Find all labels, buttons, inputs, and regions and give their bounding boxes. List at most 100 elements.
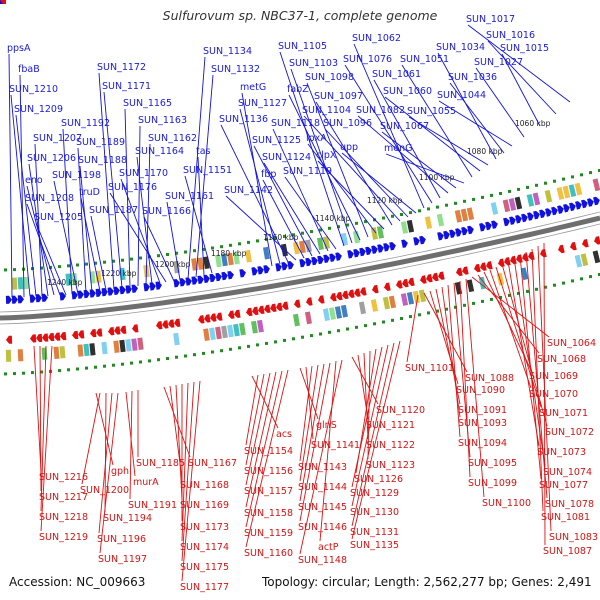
- reverse-gene-label[interactable]: SUN_1191: [128, 500, 177, 511]
- reverse-gene-label[interactable]: SUN_1154: [244, 446, 293, 457]
- forward-gene-label[interactable]: SUN_1119: [283, 166, 332, 177]
- forward-gene-label[interactable]: SUN_1097: [314, 91, 363, 102]
- reverse-gene-label[interactable]: SUN_1068: [537, 354, 586, 365]
- reverse-gene-label[interactable]: SUN_1175: [180, 562, 229, 573]
- forward-gene-label[interactable]: eno: [25, 175, 43, 186]
- forward-gene-label[interactable]: SUN_1062: [352, 33, 401, 44]
- forward-gene-label[interactable]: SUN_1165: [123, 98, 172, 109]
- forward-gene-label[interactable]: SUN_1189: [76, 137, 125, 148]
- forward-gene-label[interactable]: SUN_1163: [138, 115, 187, 126]
- reverse-gene-label[interactable]: SUN_1123: [366, 460, 415, 471]
- forward-gene-label[interactable]: lpxA: [306, 133, 327, 144]
- reverse-gene-label[interactable]: SUN_1074: [543, 467, 592, 478]
- forward-gene-label[interactable]: fbaB: [18, 64, 40, 75]
- reverse-gene-label[interactable]: acs: [276, 429, 292, 440]
- reverse-gene-label[interactable]: SUN_1091: [458, 405, 507, 416]
- forward-gene-label[interactable]: SUN_1082: [356, 105, 405, 116]
- reverse-gene-label[interactable]: SUN_1120: [376, 405, 425, 416]
- forward-gene-label[interactable]: SUN_1209: [14, 104, 63, 115]
- forward-gene-label[interactable]: SUN_1034: [436, 42, 485, 53]
- forward-gene-label[interactable]: SUN_1098: [305, 72, 354, 83]
- reverse-gene-label[interactable]: SUN_1141: [311, 440, 360, 451]
- reverse-gene-label[interactable]: murA: [133, 477, 159, 488]
- reverse-gene-label[interactable]: SUN_1169: [180, 500, 229, 511]
- reverse-gene-label[interactable]: SUN_1159: [244, 528, 293, 539]
- forward-gene-label[interactable]: SUN_1076: [343, 54, 392, 65]
- reverse-gene-label[interactable]: SUN_1177: [180, 582, 229, 593]
- forward-gene-label[interactable]: SUN_1125: [252, 135, 301, 146]
- forward-gene-label[interactable]: SUN_1105: [278, 41, 327, 52]
- reverse-gene-label[interactable]: SUN_1087: [543, 546, 592, 557]
- reverse-gene-label[interactable]: SUN_1069: [529, 371, 578, 382]
- reverse-gene-label[interactable]: SUN_1094: [458, 438, 507, 449]
- reverse-gene-label[interactable]: SUN_1081: [541, 512, 590, 523]
- reverse-gene-label[interactable]: SUN_1093: [458, 418, 507, 429]
- forward-gene-label[interactable]: SUN_1176: [108, 182, 157, 193]
- forward-gene-label[interactable]: truD: [79, 187, 100, 198]
- forward-gene-label[interactable]: SUN_1134: [203, 46, 252, 57]
- forward-gene-label[interactable]: SUN_1172: [97, 62, 146, 73]
- forward-gene-label[interactable]: SUN_1171: [102, 81, 151, 92]
- reverse-gene-label[interactable]: SUN_1073: [537, 447, 586, 458]
- forward-gene-label[interactable]: fbp: [261, 169, 276, 180]
- reverse-gene-label[interactable]: SUN_1077: [539, 480, 588, 491]
- reverse-gene-label[interactable]: SUN_1194: [103, 513, 152, 524]
- reverse-gene-label[interactable]: SUN_1131: [350, 527, 399, 538]
- forward-gene-label[interactable]: SUN_1188: [78, 155, 127, 166]
- reverse-gene-label[interactable]: SUN_1168: [180, 480, 229, 491]
- forward-gene-label[interactable]: metG: [240, 82, 266, 93]
- reverse-gene-label[interactable]: SUN_1129: [350, 488, 399, 499]
- reverse-gene-label[interactable]: SUN_1126: [354, 474, 403, 485]
- forward-gene-label[interactable]: SUN_1142: [224, 185, 273, 196]
- reverse-gene-label[interactable]: SUN_1144: [298, 482, 347, 493]
- forward-gene-label[interactable]: SUN_1051: [400, 54, 449, 65]
- reverse-gene-label[interactable]: SUN_1196: [97, 534, 146, 545]
- forward-gene-label[interactable]: SUN_1170: [119, 168, 168, 179]
- reverse-gene-label[interactable]: SUN_1167: [188, 458, 237, 469]
- reverse-gene-label[interactable]: SUN_1160: [244, 548, 293, 559]
- forward-gene-label[interactable]: SUN_1205: [34, 212, 83, 223]
- reverse-gene-label[interactable]: SUN_1101: [405, 363, 454, 374]
- reverse-gene-label[interactable]: SUN_1145: [298, 502, 347, 513]
- reverse-gene-label[interactable]: SUN_1158: [244, 508, 293, 519]
- forward-gene-label[interactable]: SUN_1015: [500, 43, 549, 54]
- forward-gene-label[interactable]: SUN_1151: [183, 165, 232, 176]
- forward-gene-label[interactable]: SUN_1207: [33, 133, 82, 144]
- reverse-gene-label[interactable]: SUN_1078: [545, 499, 594, 510]
- reverse-gene-label[interactable]: SUN_1100: [482, 498, 531, 509]
- reverse-gene-label[interactable]: SUN_1217: [39, 492, 88, 503]
- forward-gene-label[interactable]: fabZ: [287, 84, 309, 95]
- reverse-gene-label[interactable]: SUN_1146: [298, 522, 347, 533]
- reverse-gene-label[interactable]: SUN_1219: [39, 532, 88, 543]
- forward-gene-label[interactable]: SUN_1198: [52, 170, 101, 181]
- reverse-gene-label[interactable]: SUN_1070: [529, 389, 578, 400]
- reverse-gene-label[interactable]: SUN_1156: [244, 466, 293, 477]
- reverse-gene-label[interactable]: glnS: [316, 420, 337, 431]
- forward-gene-label[interactable]: SUN_1127: [238, 98, 287, 109]
- reverse-gene-label[interactable]: SUN_1083: [549, 532, 598, 543]
- forward-gene-label[interactable]: SUN_1027: [474, 57, 523, 68]
- reverse-gene-label[interactable]: SUN_1064: [547, 338, 596, 349]
- reverse-gene-label[interactable]: SUN_1130: [350, 507, 399, 518]
- forward-gene-label[interactable]: SUN_1096: [323, 118, 372, 129]
- forward-gene-label[interactable]: SUN_1017: [466, 14, 515, 25]
- reverse-gene-label[interactable]: SUN_1135: [350, 540, 399, 551]
- reverse-gene-label[interactable]: SUN_1157: [244, 486, 293, 497]
- forward-gene-label[interactable]: SUN_1208: [25, 193, 74, 204]
- forward-gene-label[interactable]: SUN_1044: [437, 90, 486, 101]
- reverse-gene-label[interactable]: SUN_1174: [180, 542, 229, 553]
- forward-gene-label[interactable]: SUN_1061: [372, 69, 421, 80]
- reverse-gene-label[interactable]: SUN_1072: [545, 427, 594, 438]
- reverse-gene-label[interactable]: SUN_1121: [366, 420, 415, 431]
- reverse-gene-label[interactable]: actP: [318, 542, 339, 553]
- reverse-gene-label[interactable]: SUN_1197: [98, 554, 147, 565]
- forward-gene-label[interactable]: SUN_1206: [27, 153, 76, 164]
- forward-gene-label[interactable]: SUN_1055: [407, 106, 456, 117]
- forward-gene-label[interactable]: tas: [196, 146, 211, 157]
- reverse-gene-label[interactable]: SUN_1143: [298, 462, 347, 473]
- forward-gene-label[interactable]: upp: [340, 142, 358, 153]
- forward-gene-label[interactable]: clpX: [316, 150, 337, 161]
- reverse-gene-label[interactable]: gph: [111, 466, 129, 477]
- reverse-gene-label[interactable]: SUN_1099: [468, 478, 517, 489]
- reverse-gene-label[interactable]: SUN_1185: [136, 458, 185, 469]
